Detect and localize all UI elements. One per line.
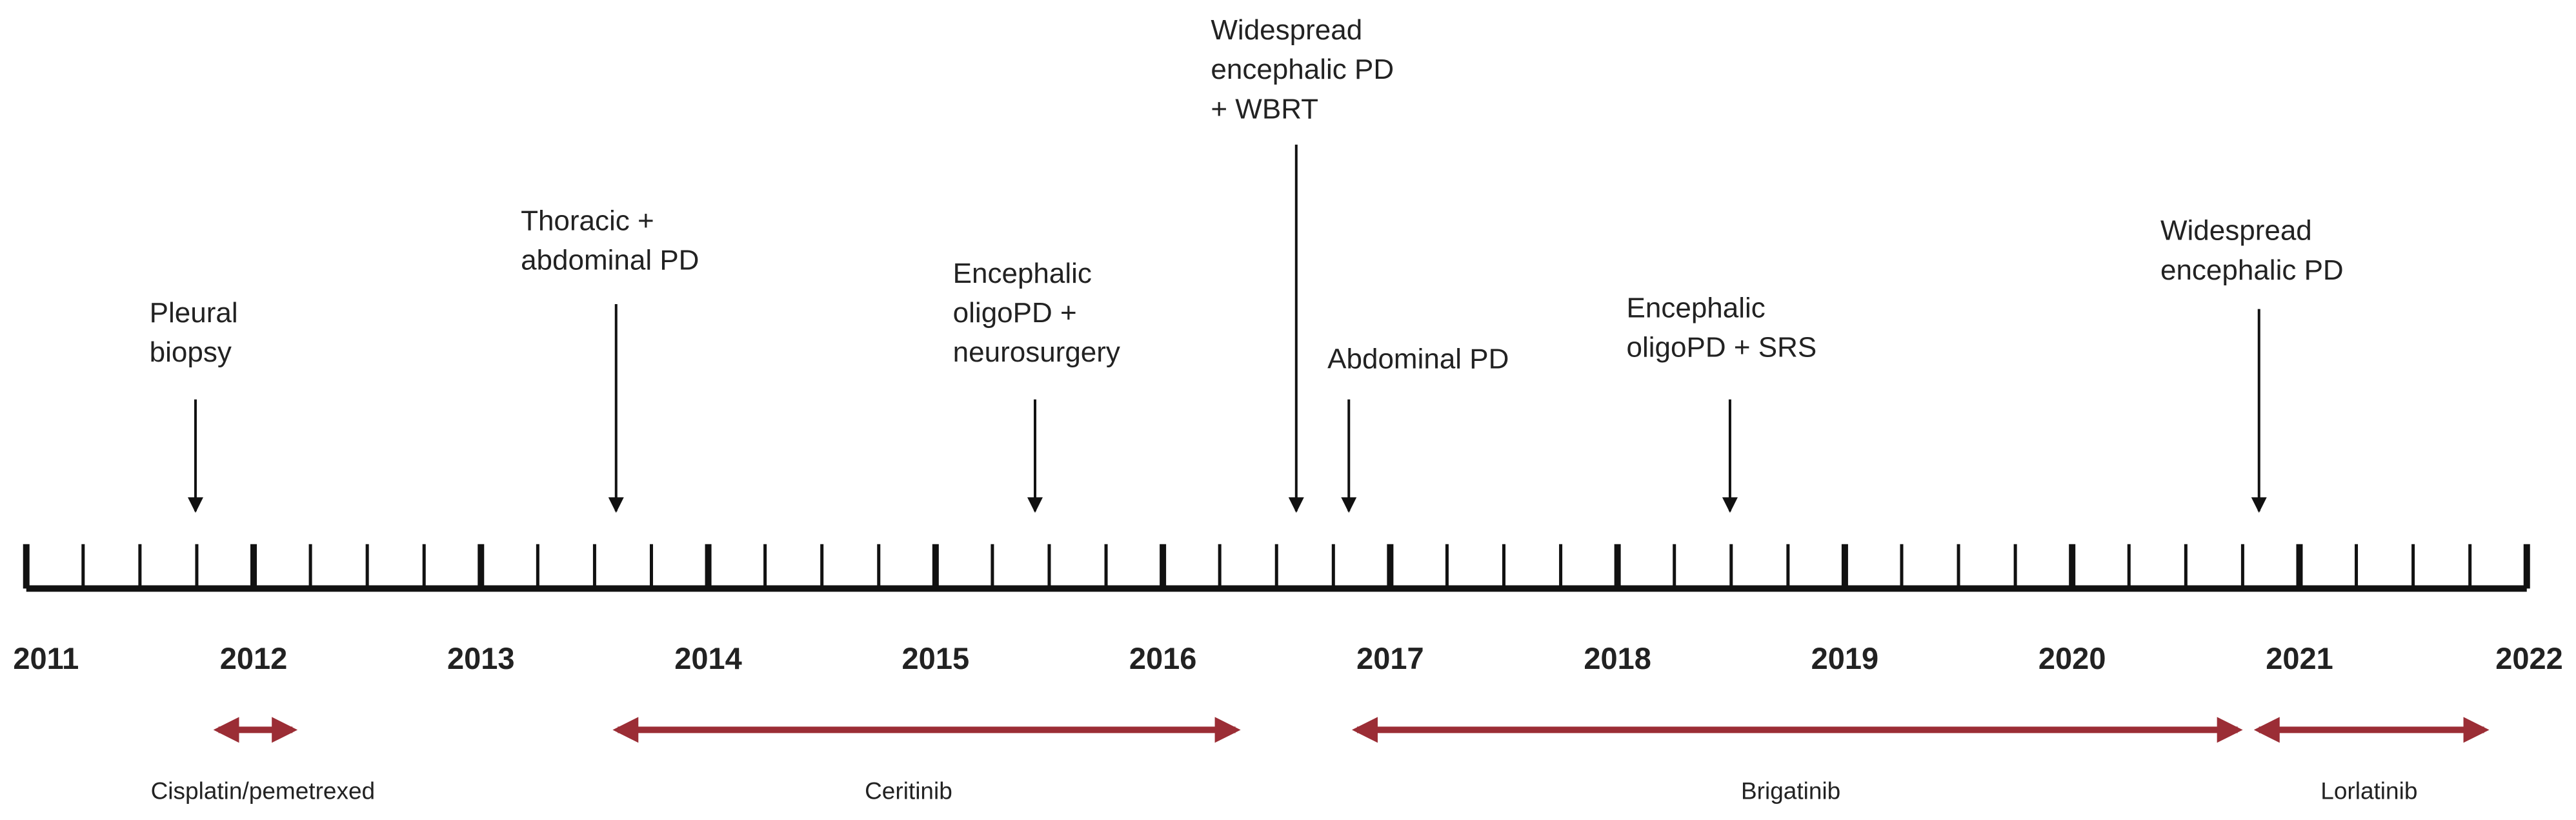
event-label: Abdominal PD xyxy=(1327,343,1509,374)
event-label: neurosurgery xyxy=(953,336,1120,368)
event-label: encephalic PD xyxy=(2160,254,2344,286)
treatment-label: Ceritinib xyxy=(865,777,952,804)
year-label: 2013 xyxy=(447,641,515,675)
event-label: biopsy xyxy=(150,336,232,368)
event-label: oligoPD + SRS xyxy=(1627,331,1817,363)
year-label: 2018 xyxy=(1584,641,1651,675)
event-label: + WBRT xyxy=(1211,93,1318,125)
year-label: 2012 xyxy=(220,641,288,675)
treatment-label: Lorlatinib xyxy=(2320,777,2417,804)
treatment-label: Brigatinib xyxy=(1741,777,1840,804)
year-label: 2020 xyxy=(2038,641,2106,675)
event-label: abdominal PD xyxy=(521,245,699,276)
event-label: oligoPD + xyxy=(953,297,1077,329)
event-label: encephalic PD xyxy=(1211,54,1394,85)
event-label: Widespread xyxy=(2160,215,2312,247)
year-label: 2017 xyxy=(1356,641,1424,675)
event-label: Encephalic xyxy=(1627,292,1766,323)
treatment-label: Cisplatin/pemetrexed xyxy=(151,777,376,804)
event-label: Encephalic xyxy=(953,258,1092,289)
year-label: 2016 xyxy=(1129,641,1197,675)
year-label: 2011 xyxy=(13,641,79,675)
event-label: Thoracic + xyxy=(521,205,654,236)
year-label: 2019 xyxy=(1811,641,1879,675)
event-label: Widespread xyxy=(1211,14,1362,46)
year-label: 2014 xyxy=(674,641,742,675)
year-label: 2015 xyxy=(902,641,970,675)
year-label: 2021 xyxy=(2266,641,2333,675)
year-label: 2022 xyxy=(2495,641,2563,675)
event-label: Pleural xyxy=(150,297,238,329)
